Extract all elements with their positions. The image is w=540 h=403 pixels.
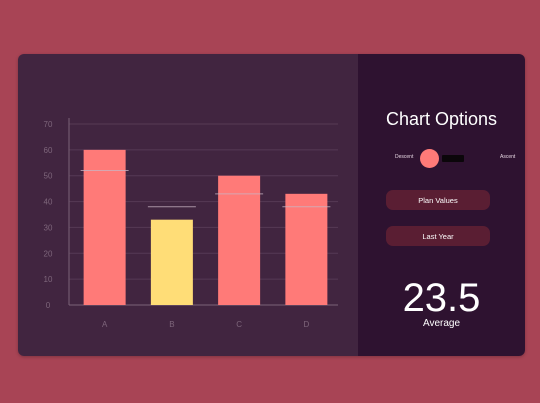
bar-D <box>285 193 328 305</box>
options-title: Chart Options <box>385 109 498 129</box>
y-tick-label-60: 60 <box>44 146 53 155</box>
bar-B <box>150 219 193 305</box>
ascent-label: Ascent <box>500 154 516 160</box>
y-tick-label-40: 40 <box>44 198 53 207</box>
y-tick-label-20: 20 <box>44 249 53 258</box>
y-tick-label-10: 10 <box>44 275 53 284</box>
x-tick-label-D: D <box>303 320 309 329</box>
sort-toggle-track[interactable] <box>442 155 464 162</box>
x-tick-label-C: C <box>236 320 242 329</box>
bar-chart: 0 10 20 30 40 50 60 70 A B C D <box>44 118 338 329</box>
options-panel: Chart Options Descent Ascent Plan Values… <box>358 54 525 356</box>
x-tick-label-B: B <box>169 320 174 329</box>
bar-C <box>218 175 261 305</box>
last-year-button[interactable]: Last Year <box>386 226 490 246</box>
y-tick-label-0: 0 <box>46 301 51 310</box>
x-tick-label-A: A <box>102 320 108 329</box>
sort-toggle-row: Descent Ascent <box>358 148 525 168</box>
average-label: Average <box>422 318 461 329</box>
average-value: 23.5 <box>402 276 481 320</box>
app-window: 0 10 20 30 40 50 60 70 A B C D Chart Options Descen… <box>18 54 525 356</box>
descent-label: Descent <box>395 154 414 160</box>
y-tick-label-70: 70 <box>44 120 53 129</box>
y-tick-label-30: 30 <box>44 223 53 232</box>
sort-toggle-knob[interactable] <box>420 149 439 168</box>
y-tick-label-50: 50 <box>44 172 53 181</box>
plan-values-button[interactable]: Plan Values <box>386 190 490 210</box>
chart-panel: 0 10 20 30 40 50 60 70 A B C D <box>18 54 358 356</box>
bar-A <box>83 149 126 305</box>
